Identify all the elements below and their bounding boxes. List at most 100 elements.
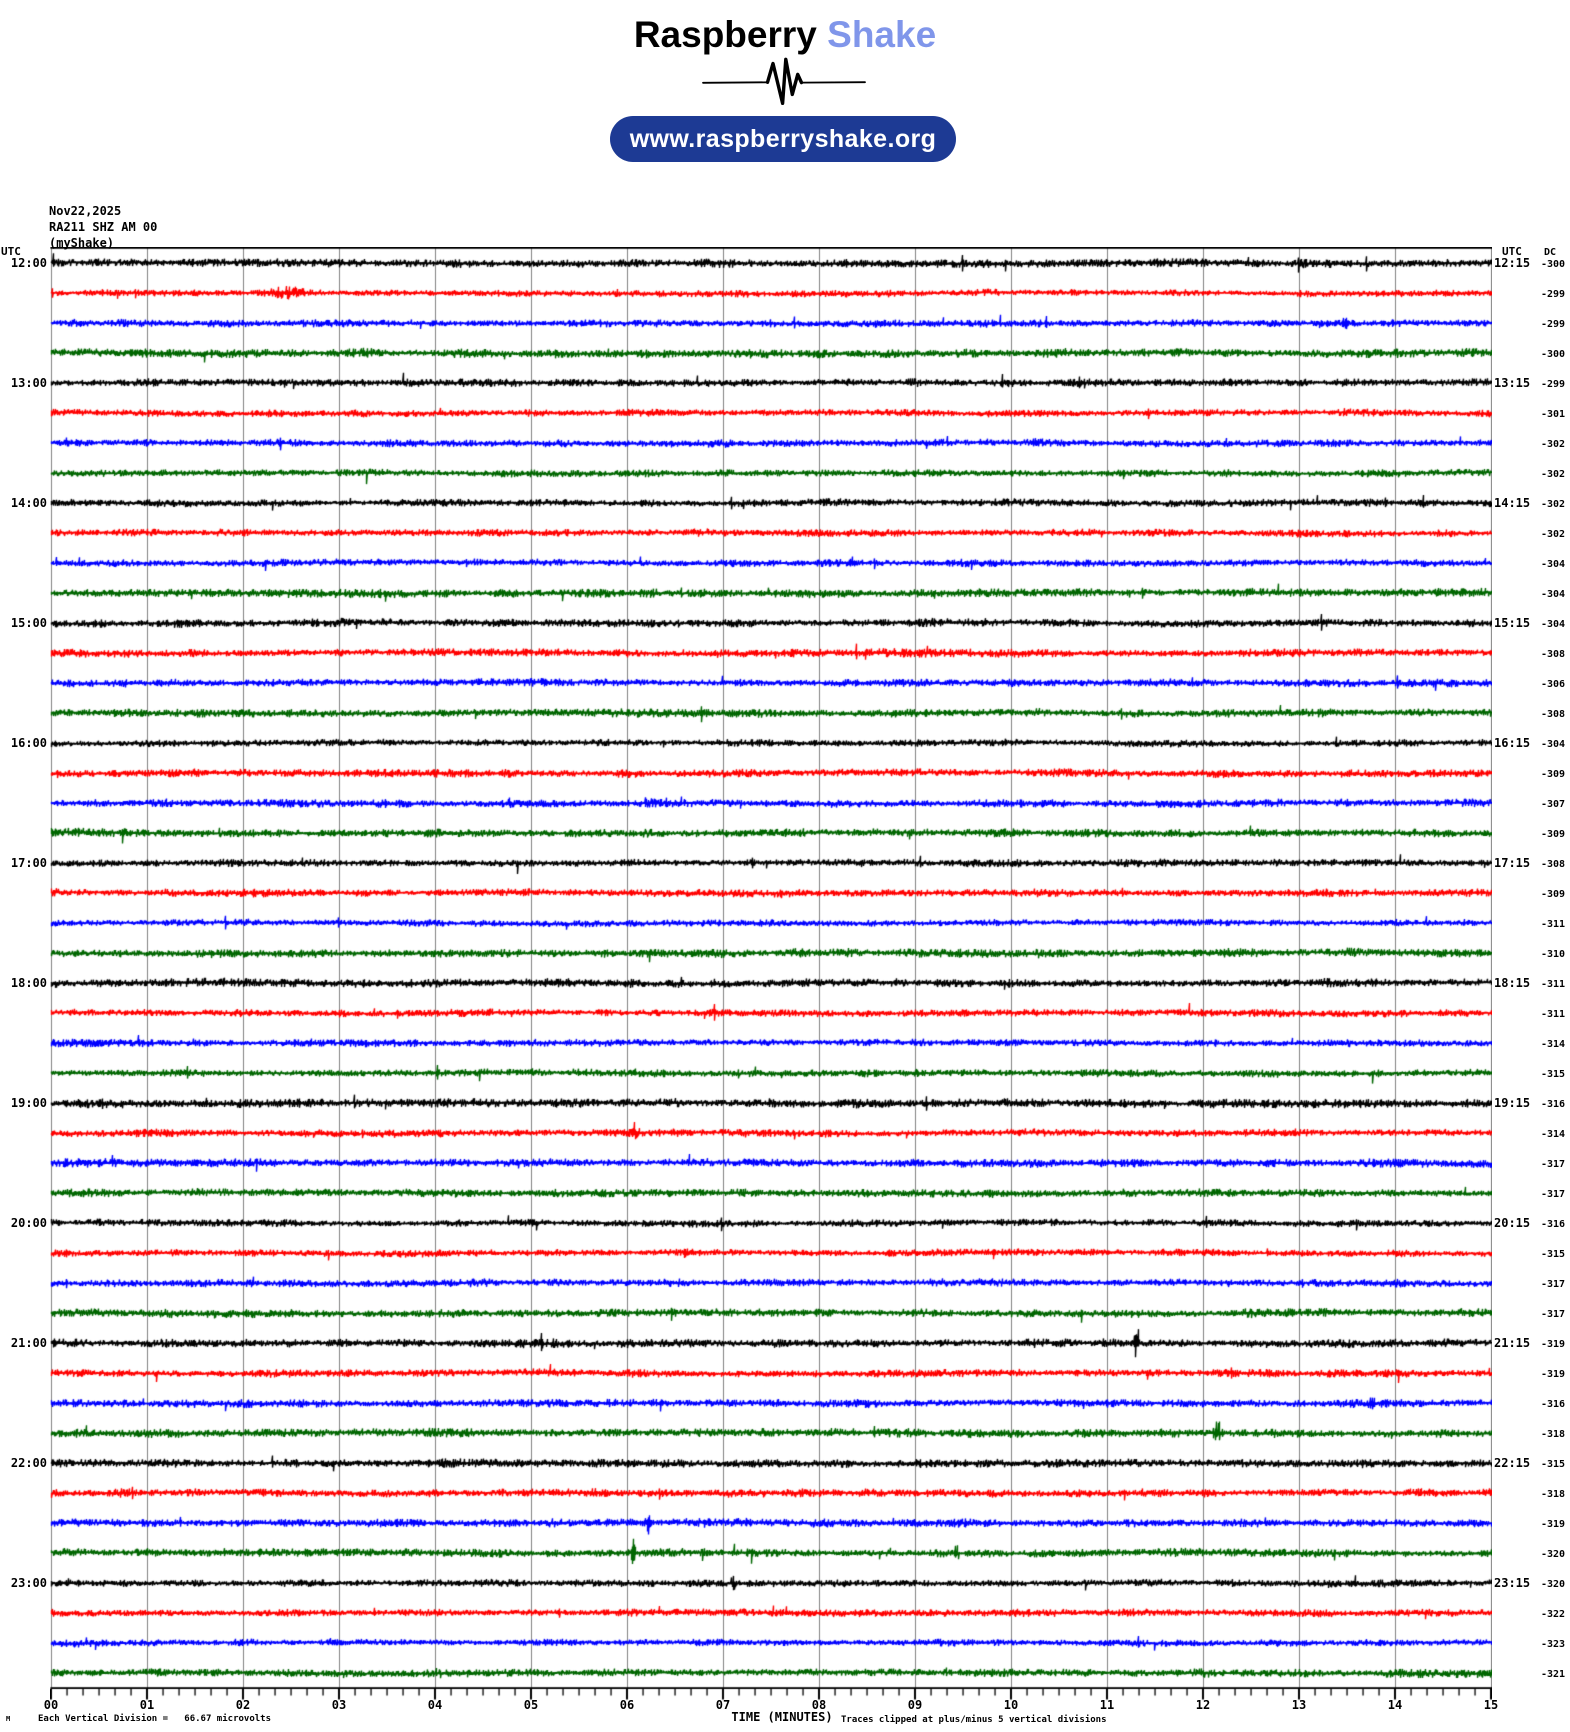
minute-tick-label: 14	[1387, 1698, 1403, 1712]
time-axis-title: TIME (MINUTES)	[731, 1710, 833, 1724]
dc-value: -310	[1541, 949, 1566, 960]
dc-value: -323	[1541, 1639, 1566, 1650]
logo: Raspberry Shake	[0, 14, 1570, 56]
hour-label-right: 19:15	[1494, 1096, 1531, 1110]
dc-value: -319	[1541, 1519, 1566, 1530]
dc-value: -316	[1541, 1219, 1566, 1230]
minute-tick-label: 00	[43, 1698, 59, 1712]
helicorder-canvas	[50, 247, 1492, 1703]
dc-value: -316	[1541, 1099, 1566, 1110]
dc-value: -317	[1541, 1279, 1566, 1290]
dc-value: -315	[1541, 1249, 1566, 1260]
hour-label-right: 12:15	[1494, 256, 1531, 270]
dc-value: -317	[1541, 1309, 1566, 1320]
dc-value: -308	[1541, 709, 1566, 720]
minute-tick-label: 11	[1099, 1698, 1115, 1712]
dc-value: -302	[1541, 469, 1566, 480]
dc-value: -319	[1541, 1339, 1566, 1350]
minute-tick-label: 04	[427, 1698, 443, 1712]
hour-label-left: 18:00	[10, 976, 47, 990]
dc-value: -304	[1541, 589, 1566, 600]
hour-label-left: 17:00	[10, 856, 47, 870]
dc-value: -302	[1541, 529, 1566, 540]
hour-label-left: 20:00	[10, 1216, 47, 1230]
dc-value: -304	[1541, 619, 1566, 630]
dc-value: -319	[1541, 1369, 1566, 1380]
dc-value: -301	[1541, 409, 1566, 420]
station-info: Nov22,2025 RA211 SHZ AM 00 (myShake)	[49, 203, 157, 251]
dc-value: -322	[1541, 1609, 1566, 1620]
minute-tick-label: 09	[907, 1698, 923, 1712]
dc-value: -315	[1541, 1459, 1566, 1470]
scale-note: Each Vertical Division = 66.67 microvolt…	[38, 1714, 271, 1724]
hour-label-left: 16:00	[10, 736, 47, 750]
dc-value: -308	[1541, 859, 1566, 870]
hour-label-right: 18:15	[1494, 976, 1531, 990]
hour-label-left: 15:00	[10, 616, 47, 630]
dc-value: -314	[1541, 1039, 1566, 1050]
dc-value: -321	[1541, 1669, 1566, 1680]
hour-label-right: 15:15	[1494, 616, 1531, 630]
minute-tick-label: 15	[1483, 1698, 1499, 1712]
logo-text-shake: Shake	[827, 14, 937, 55]
seismic-waveform-icon	[702, 57, 866, 105]
dc-value: -299	[1541, 289, 1566, 300]
station-date: Nov22,2025	[49, 204, 122, 218]
minute-tick-label: 08	[811, 1698, 827, 1712]
dc-value: -315	[1541, 1069, 1566, 1080]
hour-label-right: 17:15	[1494, 856, 1531, 870]
corner-mark: M	[6, 1715, 11, 1723]
dc-value: -311	[1541, 1009, 1566, 1020]
dc-value: -320	[1541, 1549, 1566, 1560]
hour-label-right: 13:15	[1494, 376, 1531, 390]
minute-tick-label: 02	[235, 1698, 251, 1712]
dc-value: -299	[1541, 379, 1566, 390]
minute-tick-label: 03	[331, 1698, 347, 1712]
clip-note: Traces clipped at plus/minus 5 vertical …	[841, 1715, 1107, 1725]
hour-label-left: 12:00	[10, 256, 47, 270]
dc-value: -309	[1541, 889, 1566, 900]
dc-value: -316	[1541, 1399, 1566, 1410]
hour-label-left: 21:00	[10, 1336, 47, 1350]
hour-label-left: 19:00	[10, 1096, 47, 1110]
minute-tick-label: 10	[1003, 1698, 1019, 1712]
dc-value: -300	[1541, 259, 1566, 270]
hour-label-left: 13:00	[10, 376, 47, 390]
hour-label-right: 14:15	[1494, 496, 1531, 510]
dc-value: -299	[1541, 319, 1566, 330]
hour-label-right: 23:15	[1494, 1576, 1531, 1590]
station-network: (myShake)	[49, 236, 115, 250]
dc-value: -304	[1541, 739, 1566, 750]
station-id: RA211 SHZ AM 00	[49, 220, 158, 234]
dc-value: -308	[1541, 649, 1566, 660]
dc-value: -318	[1541, 1489, 1566, 1500]
dc-value: -300	[1541, 349, 1566, 360]
dc-value: -302	[1541, 499, 1566, 510]
dc-value: -317	[1541, 1159, 1566, 1170]
hour-label-left: 14:00	[10, 496, 47, 510]
dc-column-header: DC	[1544, 247, 1557, 258]
dc-value: -306	[1541, 679, 1566, 690]
minute-tick-label: 06	[619, 1698, 635, 1712]
hour-label-right: 22:15	[1494, 1456, 1531, 1470]
minute-tick-label: 13	[1291, 1698, 1307, 1712]
dc-value: -304	[1541, 559, 1566, 570]
website-url-label: www.raspberryshake.org	[629, 124, 937, 153]
logo-text-raspberry: Raspberry	[633, 14, 817, 55]
minute-tick-label: 05	[523, 1698, 539, 1712]
minute-tick-label: 01	[139, 1698, 155, 1712]
dc-value: -309	[1541, 769, 1566, 780]
hour-label-right: 16:15	[1494, 736, 1531, 750]
utc-header-right: UTC	[1502, 245, 1522, 258]
dc-value: -320	[1541, 1579, 1566, 1590]
hour-label-right: 20:15	[1494, 1216, 1531, 1230]
dc-value: -318	[1541, 1429, 1566, 1440]
dc-value: -314	[1541, 1129, 1566, 1140]
utc-header-left: UTC	[1, 245, 21, 258]
dc-value: -302	[1541, 439, 1566, 450]
dc-value: -311	[1541, 979, 1566, 990]
dc-value: -309	[1541, 829, 1566, 840]
website-pill-button[interactable]: www.raspberryshake.org	[610, 116, 956, 162]
